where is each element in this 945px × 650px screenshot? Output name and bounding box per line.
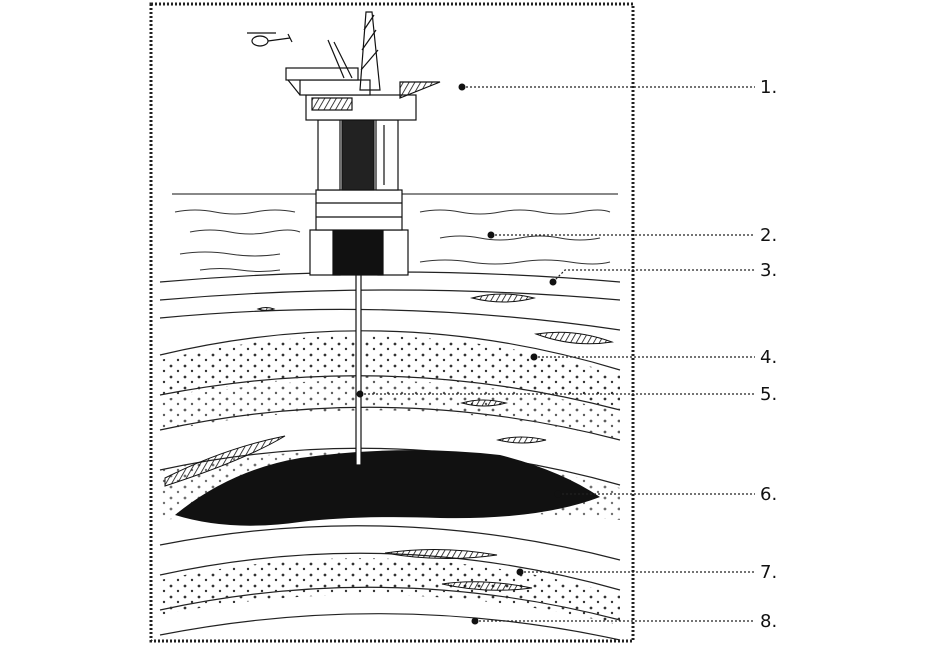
porous-rock-layer-lower bbox=[160, 380, 620, 440]
rock-lenses bbox=[164, 293, 614, 591]
label-6: 6. bbox=[760, 484, 777, 505]
porous-rock-layer bbox=[160, 335, 620, 410]
label-7: 7. bbox=[760, 562, 777, 583]
label-2: 2. bbox=[760, 225, 777, 246]
label-4: 4. bbox=[760, 347, 777, 368]
label-1: 1. bbox=[760, 77, 777, 98]
sea-water-waves bbox=[174, 209, 611, 272]
lower-porous-rock bbox=[160, 558, 620, 625]
leader-dots bbox=[356, 83, 562, 625]
oil-reservoir bbox=[175, 450, 600, 526]
label-3: 3. bbox=[760, 260, 777, 281]
leader-lines bbox=[360, 86, 755, 622]
label-5: 5. bbox=[760, 384, 777, 405]
diagram-frame bbox=[149, 2, 635, 643]
oil-platform bbox=[285, 11, 441, 276]
label-8: 8. bbox=[760, 611, 777, 632]
drill-pipe bbox=[355, 254, 362, 466]
helicopter-icon bbox=[247, 32, 293, 47]
